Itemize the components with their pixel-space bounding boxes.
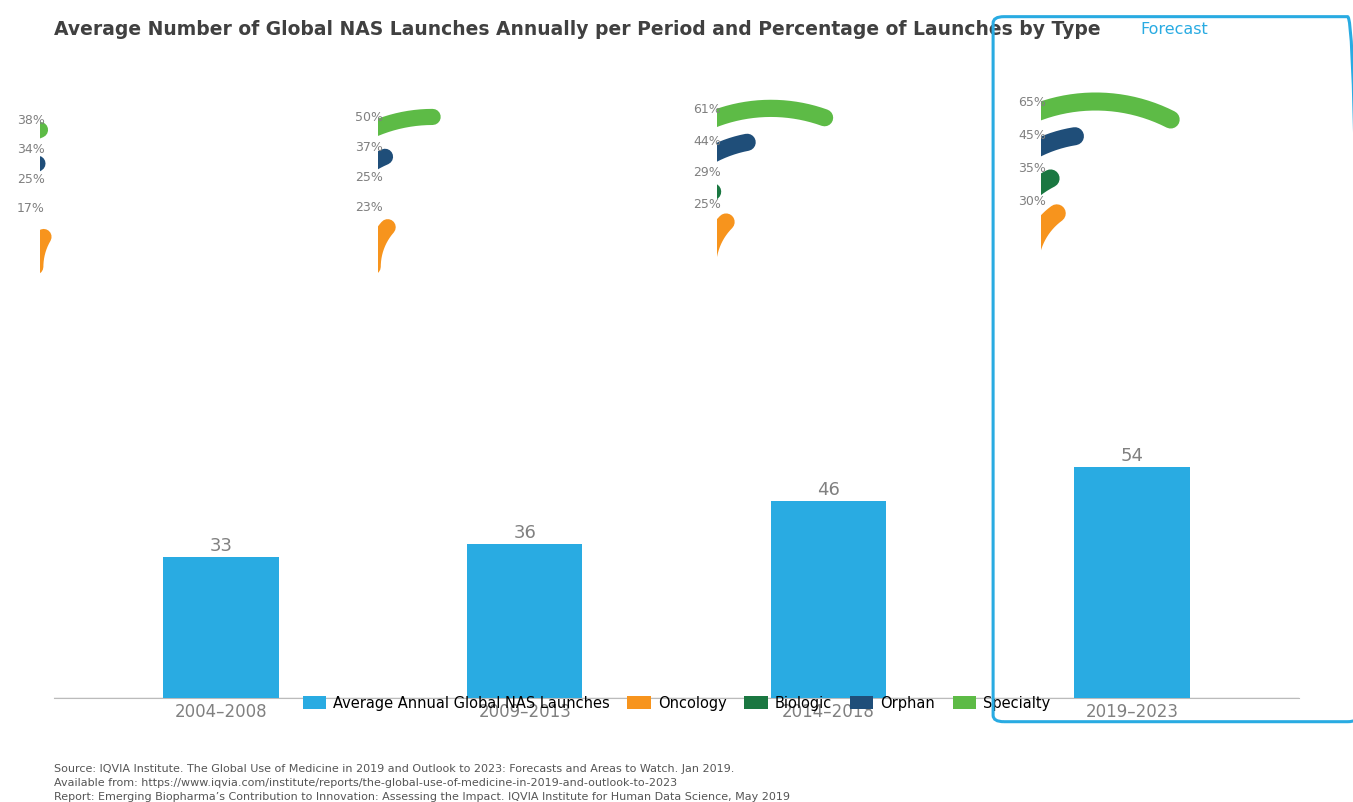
Text: 54: 54: [1120, 446, 1143, 464]
Text: 36: 36: [513, 523, 536, 541]
Text: 65%: 65%: [1019, 96, 1046, 109]
Text: 25%: 25%: [18, 172, 45, 186]
Text: 38%: 38%: [18, 114, 45, 127]
Text: 35%: 35%: [1019, 162, 1046, 175]
Bar: [1074, 468, 1189, 698]
Bar: [771, 501, 886, 698]
Text: Forecast: Forecast: [1141, 22, 1208, 38]
Text: 44%: 44%: [694, 135, 721, 148]
Text: Average Number of Global NAS Launches Annually per Period and Percentage of Laun: Average Number of Global NAS Launches An…: [54, 20, 1101, 39]
Text: 25%: 25%: [694, 197, 721, 211]
Text: 30%: 30%: [1019, 195, 1046, 208]
Text: 46: 46: [817, 480, 840, 498]
Text: 23%: 23%: [356, 201, 383, 214]
Text: 61%: 61%: [694, 103, 721, 115]
Text: 37%: 37%: [356, 141, 383, 154]
Legend: Average Annual Global NAS Launches, Oncology, Biologic, Orphan, Specialty: Average Annual Global NAS Launches, Onco…: [296, 690, 1057, 716]
Text: 25%: 25%: [356, 171, 383, 184]
Text: 29%: 29%: [694, 166, 721, 179]
Text: 33: 33: [210, 536, 233, 554]
Text: 50%: 50%: [354, 111, 383, 124]
Bar: [164, 557, 279, 698]
Text: 34%: 34%: [18, 144, 45, 156]
Text: Source: IQVIA Institute. The Global Use of Medicine in 2019 and Outlook to 2023:: Source: IQVIA Institute. The Global Use …: [54, 764, 790, 801]
Text: 17%: 17%: [18, 202, 45, 215]
Bar: [467, 544, 582, 698]
Text: 45%: 45%: [1019, 129, 1046, 142]
